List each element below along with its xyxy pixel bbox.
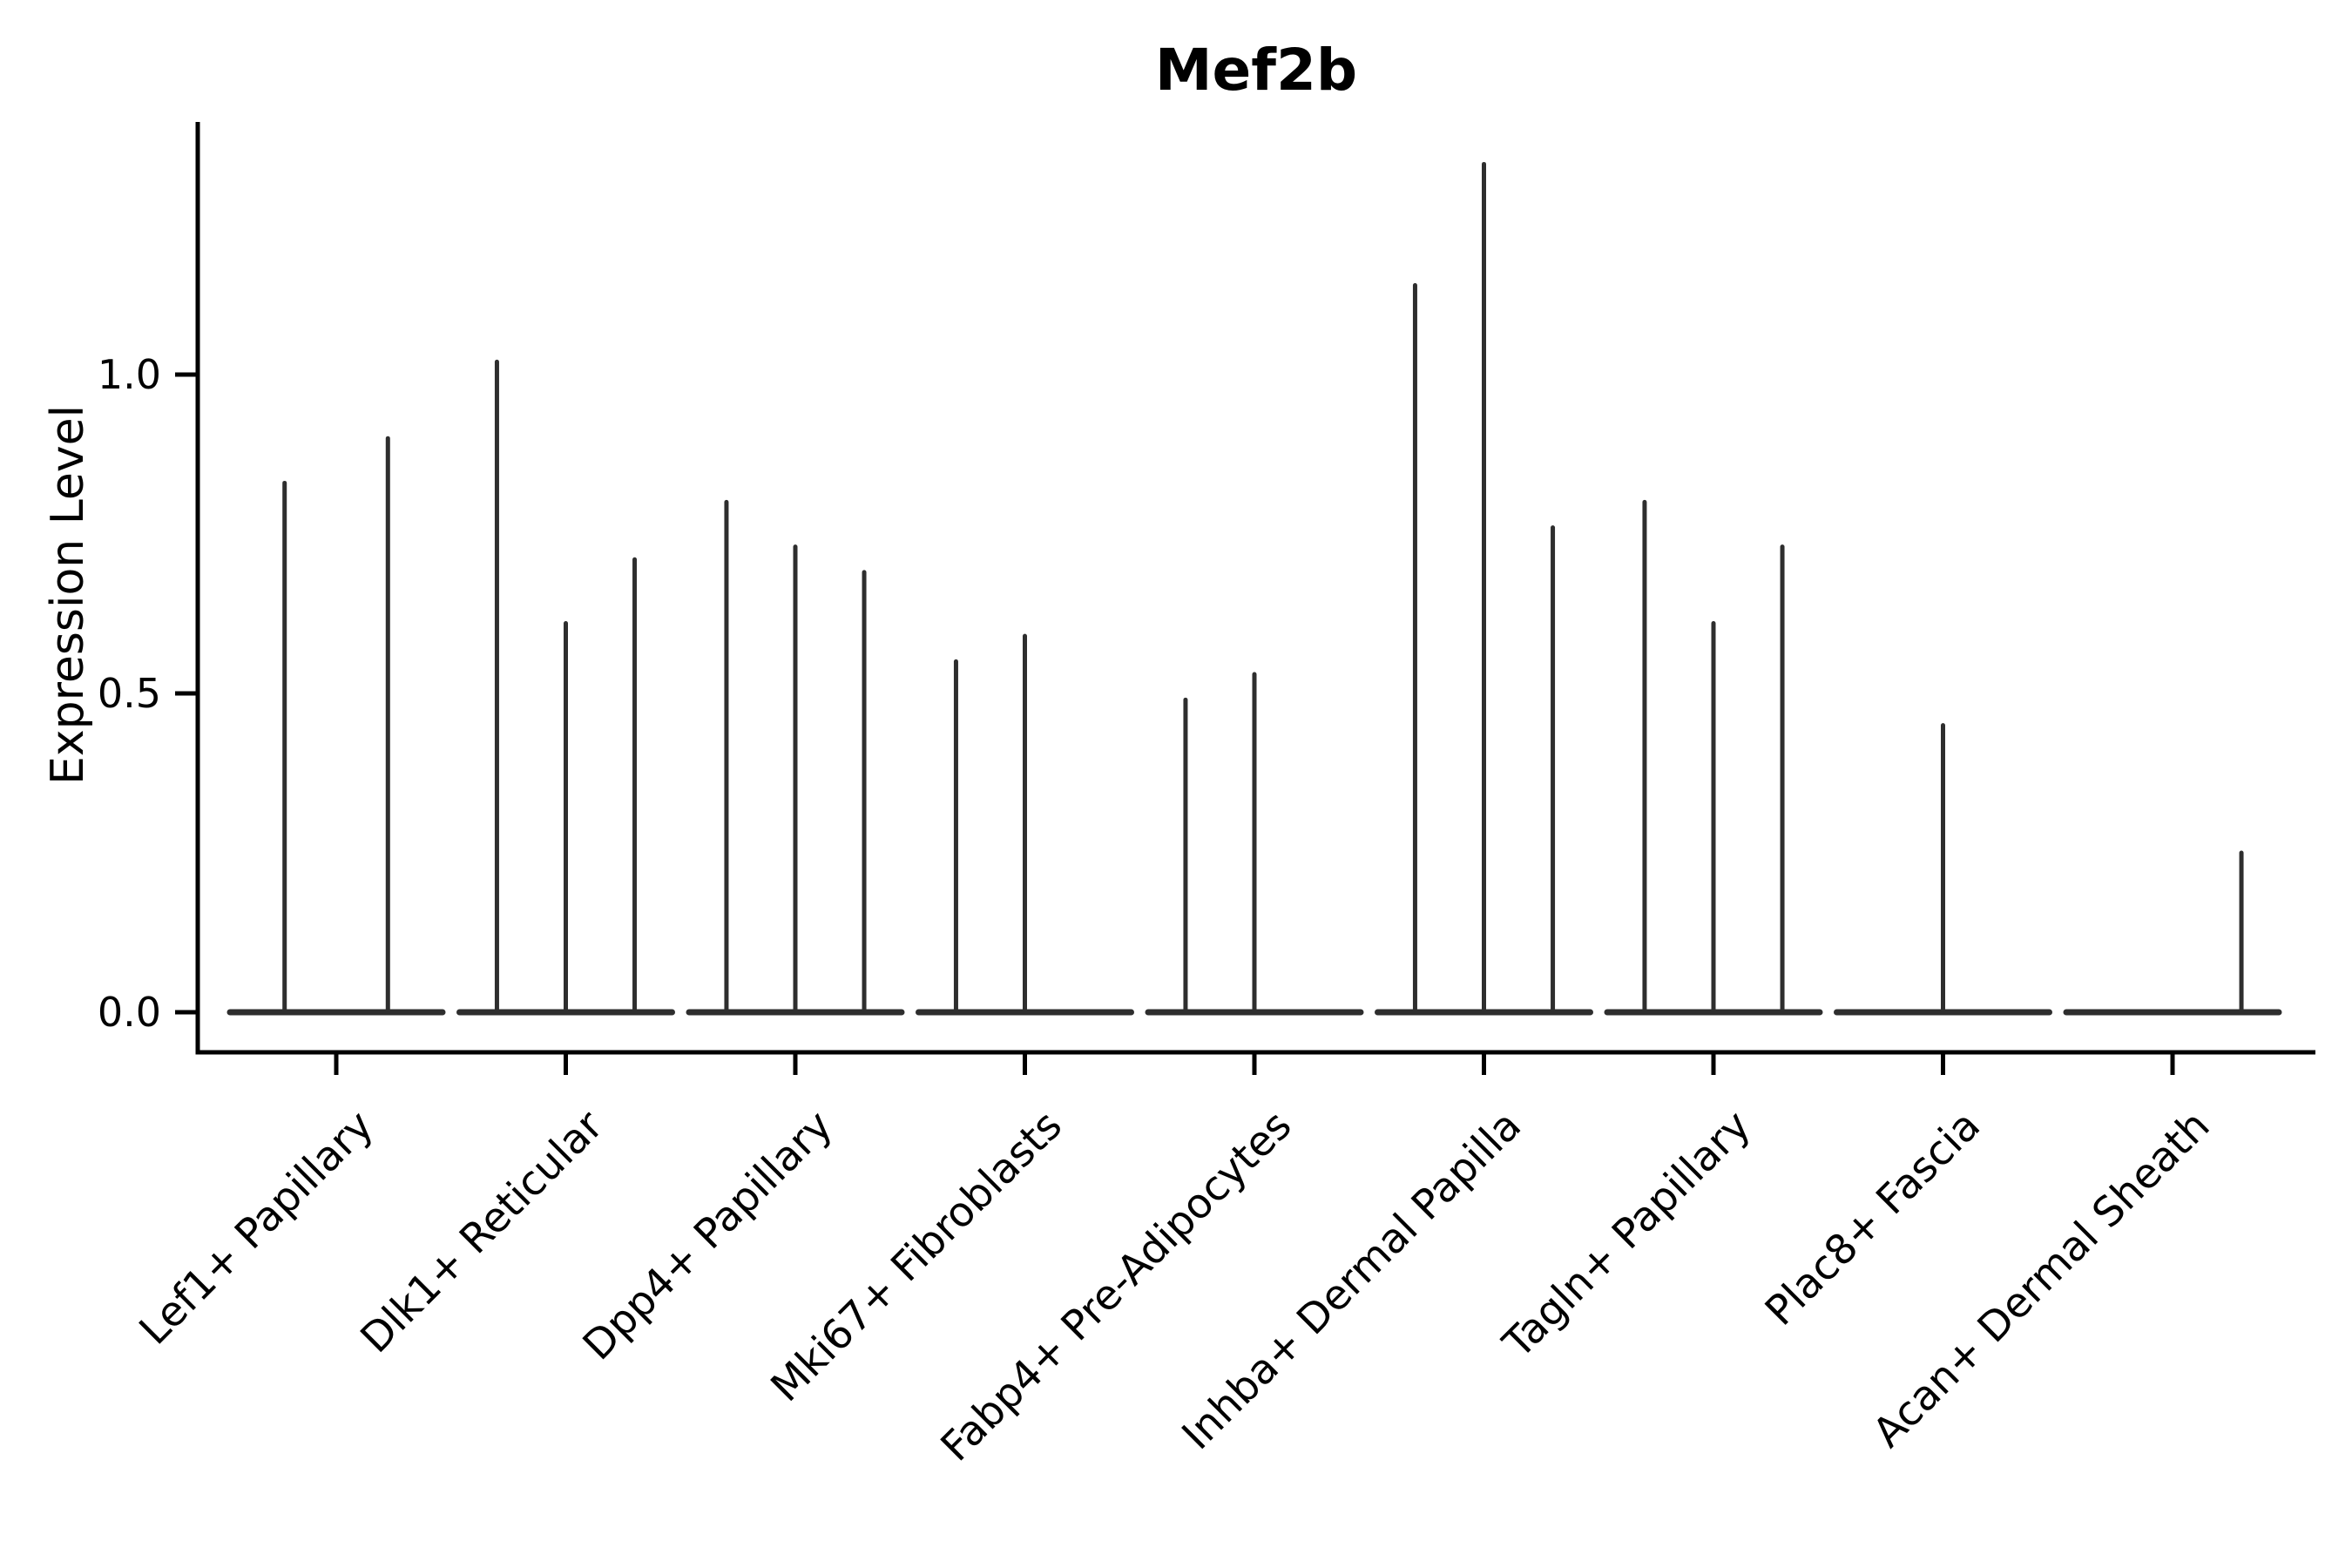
chart-title: Mef2b <box>1155 37 1357 104</box>
x-tick-label: Plac8+ Fascia <box>1756 1102 1990 1335</box>
y-axis-label: Expression Level <box>42 405 94 785</box>
y-tick-label: 1.0 <box>98 351 161 398</box>
x-tick-label: Dpp4+ Papillary <box>574 1102 842 1370</box>
y-tick-label: 0.0 <box>98 989 161 1036</box>
x-tick-label: Dlk1+ Reticular <box>352 1101 613 1362</box>
x-tick-label: Tagln+ Papillary <box>1494 1102 1761 1369</box>
x-tick-label: Lef1+ Papillary <box>131 1102 383 1355</box>
y-tick-label: 0.5 <box>98 670 161 717</box>
